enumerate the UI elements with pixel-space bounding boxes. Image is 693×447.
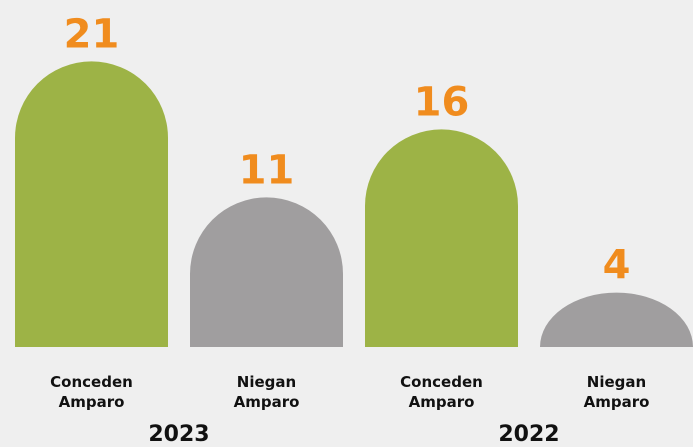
group-label: 2023 [148, 422, 210, 447]
bar [540, 292, 693, 347]
bar [190, 197, 343, 347]
bar [15, 61, 169, 348]
value-label: 11 [239, 147, 295, 193]
group-label: 2022 [498, 422, 560, 447]
category-label: Conceden Amparo [50, 373, 133, 411]
value-label: 21 [64, 11, 120, 57]
category-label: Conceden Amparo [400, 373, 483, 411]
value-label: 4 [603, 243, 631, 289]
category-label: Niegan Amparo [583, 373, 650, 411]
category-label: Niegan Amparo [233, 373, 300, 411]
bar [365, 129, 518, 347]
value-label: 16 [414, 79, 470, 125]
